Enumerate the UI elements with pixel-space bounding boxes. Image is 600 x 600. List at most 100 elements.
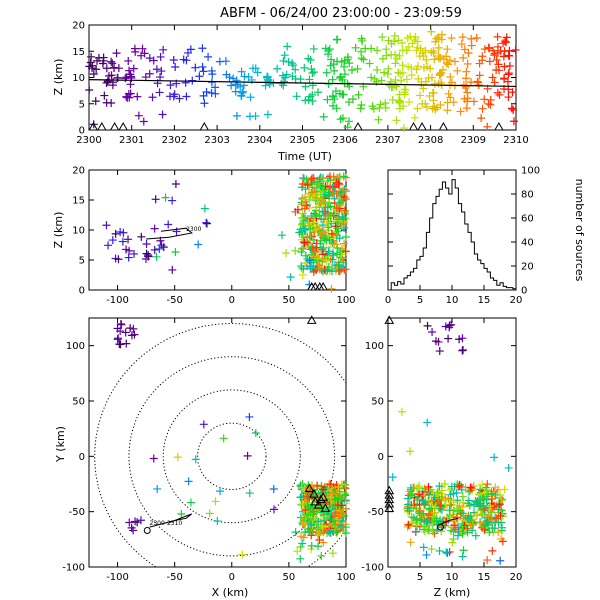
source-point	[500, 485, 509, 494]
source-point	[398, 61, 407, 70]
source-point	[251, 429, 260, 438]
source-point	[367, 73, 376, 82]
station-marker	[384, 499, 395, 508]
source-point	[483, 122, 492, 131]
station-marker	[384, 490, 395, 499]
source-point	[328, 92, 337, 101]
source-point	[89, 70, 98, 79]
source-point	[111, 229, 120, 238]
x-tick-label: 0	[229, 572, 235, 583]
source-point	[485, 528, 494, 537]
source-point	[155, 244, 164, 253]
track-label: 2300	[186, 226, 201, 233]
x-tick-label: -50	[166, 295, 182, 306]
source-point	[436, 101, 445, 110]
source-point	[361, 44, 370, 53]
source-point	[118, 237, 127, 246]
source-point	[497, 523, 506, 532]
y-tick-label: 10	[72, 226, 85, 237]
source-point	[202, 218, 211, 227]
station-marker	[309, 489, 319, 498]
source-point	[283, 42, 292, 51]
source-point	[464, 49, 473, 58]
source-point	[429, 49, 438, 58]
station-marker	[88, 121, 99, 131]
source-point	[219, 434, 228, 443]
source-point	[195, 72, 204, 81]
source-point	[462, 516, 471, 525]
source-point	[320, 516, 329, 525]
source-point	[490, 453, 499, 462]
source-point	[444, 60, 453, 69]
source-point	[406, 489, 415, 498]
source-point	[191, 63, 200, 72]
source-point	[373, 65, 382, 74]
source-point	[395, 90, 404, 99]
range-ring	[197, 422, 267, 491]
source-point	[300, 226, 309, 235]
source-point	[467, 78, 476, 87]
source-point	[328, 249, 337, 258]
source-point	[322, 68, 331, 77]
source-point	[392, 82, 401, 91]
source-point	[245, 112, 254, 121]
source-point	[330, 240, 339, 249]
source-point	[314, 88, 323, 97]
source-point	[307, 541, 316, 550]
source-point	[305, 195, 314, 204]
x-tick-label: -50	[166, 572, 182, 583]
station-marker	[310, 496, 321, 506]
source-point	[492, 65, 501, 74]
station-marker	[353, 121, 363, 131]
source-point	[327, 284, 336, 293]
source-point	[458, 529, 467, 538]
x-tick-label: 0	[229, 295, 235, 306]
source-point	[171, 247, 180, 256]
source-point	[323, 203, 332, 212]
source-point	[422, 103, 431, 112]
source-point	[402, 75, 411, 84]
y-tick-label: 20	[72, 166, 85, 177]
source-point	[108, 236, 117, 245]
x-tick-label: 2306	[332, 135, 357, 146]
source-point	[341, 195, 350, 204]
source-point	[301, 185, 310, 194]
y-tick-label: 0	[79, 126, 85, 137]
source-point	[466, 520, 475, 529]
station-marker	[438, 121, 449, 131]
station-marker	[199, 121, 210, 131]
source-point	[348, 95, 357, 104]
source-point	[92, 65, 101, 74]
source-point	[447, 34, 456, 43]
source-point	[318, 522, 327, 531]
source-point	[326, 480, 335, 489]
source-point	[173, 453, 182, 462]
source-point	[322, 256, 331, 265]
source-point	[492, 55, 501, 64]
source-point	[399, 124, 408, 133]
source-point	[446, 93, 455, 102]
source-point	[320, 234, 329, 243]
source-point	[122, 339, 131, 348]
source-point	[338, 75, 347, 84]
x-tick-label: 15	[478, 295, 491, 306]
source-point	[496, 491, 505, 500]
source-point	[505, 51, 514, 60]
source-point	[356, 104, 365, 113]
source-point	[429, 512, 438, 521]
source-point	[133, 518, 142, 527]
source-point	[304, 181, 313, 190]
source-point	[125, 93, 134, 102]
source-point	[498, 537, 507, 546]
source-point	[137, 51, 146, 60]
source-point	[430, 55, 439, 64]
source-point	[495, 90, 504, 99]
source-point	[306, 262, 315, 271]
source-point	[415, 482, 424, 491]
y-tick-label: 0	[521, 286, 527, 297]
source-point	[326, 514, 335, 523]
y-tick-label: 100	[365, 341, 384, 352]
source-point	[298, 270, 307, 279]
source-point	[448, 538, 457, 547]
